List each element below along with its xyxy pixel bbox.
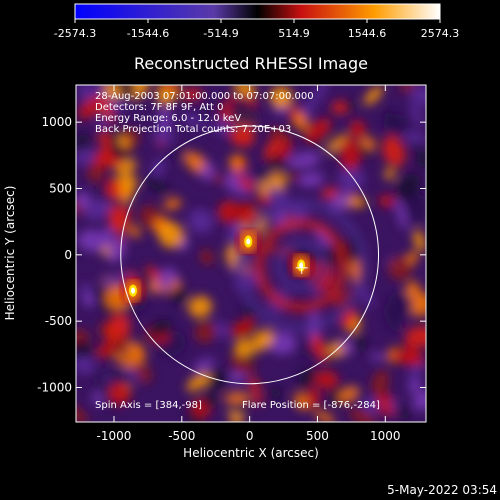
colorbar-tick-label: 514.9	[278, 27, 310, 40]
heatmap	[76, 85, 426, 422]
info-line-energy: Energy Range: 6.0 - 12.0 keV	[95, 113, 241, 124]
x-tick-label: 0	[246, 429, 254, 443]
y-tick-label: -500	[45, 314, 72, 328]
y-tick-label: 1000	[41, 115, 72, 129]
colorbar-tick-label: -2574.3	[54, 27, 96, 40]
colorbar: -2574.3 -1544.6 -514.9 514.9 1544.6 2574.3	[54, 3, 459, 40]
y-axis: -1000 -500 0 500 1000	[37, 115, 426, 395]
bright-source	[289, 253, 314, 278]
plot-frame	[75, 84, 427, 423]
y-axis-label: Heliocentric Y (arcsec)	[3, 186, 17, 321]
spin-axis-label: Spin Axis = [384,-98]	[95, 400, 202, 411]
solar-limb-circle	[120, 125, 380, 385]
chart-title: Reconstructed RHESSI Image	[134, 54, 368, 73]
info-line-counts: Back Projection Total counts: 7.20E+03	[95, 124, 291, 135]
x-tick-label: -500	[168, 429, 195, 443]
flare-position-label: Flare Position = [-876,-284]	[242, 400, 380, 411]
bright-source	[120, 278, 145, 303]
info-block: 28-Aug-2003 07:01:00.000 to 07:07:00.000…	[95, 91, 314, 135]
x-axis-label: Heliocentric X (arcsec)	[183, 446, 319, 460]
x-axis: -1000 -500 0 500 1000	[97, 85, 401, 443]
x-tick-label: 500	[306, 429, 329, 443]
footer-date: 5-May-2022 03:54	[387, 483, 497, 497]
y-tick-label: 0	[64, 248, 72, 262]
bright-source	[236, 229, 261, 254]
colorbar-tick-label: -514.9	[203, 27, 238, 40]
y-tick-label: -1000	[37, 381, 72, 395]
info-line-detectors: Detectors: 7F 8F 9F, Att 0	[95, 102, 223, 113]
info-line-time: 28-Aug-2003 07:01:00.000 to 07:07:00.000	[95, 91, 314, 102]
y-tick-label: 500	[49, 181, 72, 195]
x-tick-label: 1000	[370, 429, 401, 443]
x-tick-label: -1000	[97, 429, 132, 443]
colorbar-gradient	[74, 3, 441, 20]
colorbar-tick-label: -1544.6	[127, 27, 169, 40]
colorbar-tick-label: 1544.6	[348, 27, 387, 40]
colorbar-tick-label: 2574.3	[421, 27, 460, 40]
spin-axis-marker	[295, 261, 308, 274]
colorbar-ticks: -2574.3 -1544.6 -514.9 514.9 1544.6 2574.3	[54, 19, 459, 40]
